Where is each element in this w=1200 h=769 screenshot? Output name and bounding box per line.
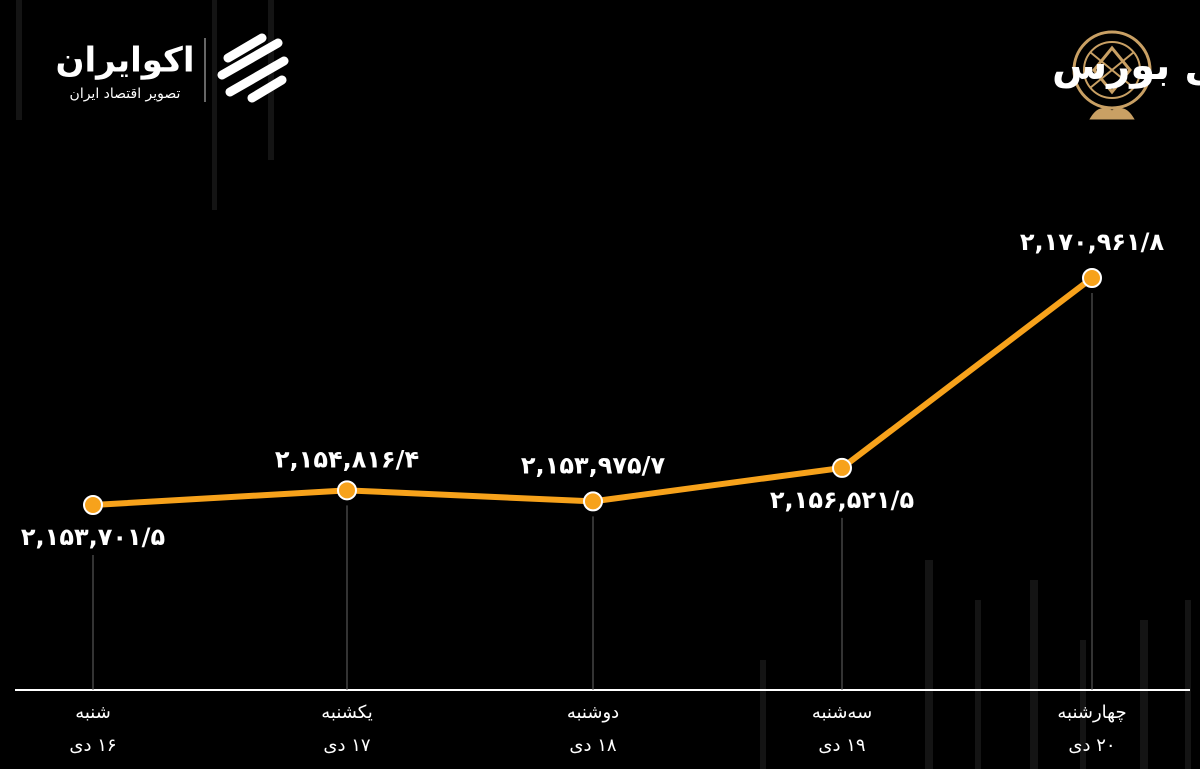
point: [337, 480, 357, 501]
point: [832, 457, 852, 478]
x-tick-date: ۲۰ دی: [1068, 735, 1115, 756]
value-label: ۲,۱۵۳,۹۷۵/۷: [521, 451, 666, 479]
point: [583, 491, 603, 512]
x-tick-label: چهارشنبه: [1057, 702, 1126, 723]
x-tick-label: دوشنبه: [567, 702, 619, 723]
background-bars: [16, 0, 1191, 769]
x-tick-label: یکشنبه: [321, 702, 373, 723]
value-label: ۲,۱۵۶,۵۲۱/۵: [770, 486, 914, 514]
emblem: [1072, 30, 1152, 120]
x-tick-date: ۱۶ دی: [69, 735, 116, 756]
x-tick-date: ۱۷ دی: [323, 735, 370, 756]
value-label: ۲,۱۵۳,۷۰۱/۵: [21, 523, 165, 551]
value-label: ۲,۱۵۴,۸۱۶/۴: [275, 445, 419, 473]
x-tick-label: شنبه: [75, 702, 111, 723]
point: [83, 495, 103, 515]
x-tick-date: ۱۸ دی: [569, 735, 616, 756]
brand-tagline: تصویر اقتصاد ایران: [70, 86, 181, 102]
brand-name: اکوایران: [56, 41, 195, 81]
x-tick-date: ۱۹ دی: [818, 735, 865, 756]
value-label: ۲,۱۷۰,۹۶۱/۸: [1020, 228, 1165, 256]
brand-logo: اکوایران تصویر اقتصاد ایران: [56, 33, 289, 103]
chart-title: روند هفته شاخص کل بورس: [1052, 43, 1200, 89]
point: [1082, 268, 1102, 288]
x-tick-label: سه‌شنبه: [812, 702, 872, 723]
